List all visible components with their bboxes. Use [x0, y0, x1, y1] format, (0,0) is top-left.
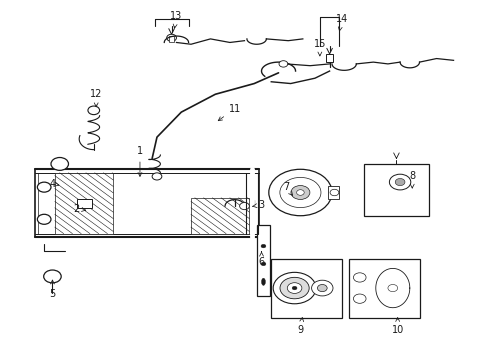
Circle shape — [152, 173, 162, 180]
Circle shape — [394, 179, 404, 186]
Text: 6: 6 — [258, 252, 264, 267]
Text: 4: 4 — [49, 179, 59, 189]
Circle shape — [279, 61, 287, 67]
Text: 5: 5 — [49, 280, 56, 299]
Bar — [325, 54, 333, 62]
Circle shape — [51, 157, 68, 170]
Circle shape — [37, 182, 51, 192]
Bar — [77, 199, 92, 207]
Circle shape — [291, 286, 296, 290]
Text: 1: 1 — [137, 147, 142, 176]
Text: 8: 8 — [408, 171, 414, 188]
Text: 15: 15 — [313, 39, 325, 56]
Bar — [348, 258, 419, 318]
Circle shape — [268, 169, 331, 216]
Text: 11: 11 — [218, 104, 241, 121]
Text: 2: 2 — [74, 203, 85, 213]
Circle shape — [296, 190, 304, 195]
Text: 12: 12 — [90, 89, 102, 107]
Circle shape — [353, 294, 366, 303]
Circle shape — [273, 273, 315, 304]
Circle shape — [311, 280, 332, 296]
Bar — [271, 258, 341, 318]
Circle shape — [261, 262, 265, 266]
Text: 3: 3 — [252, 200, 264, 210]
Text: 9: 9 — [297, 318, 303, 335]
Text: 14: 14 — [335, 14, 347, 31]
Bar — [327, 186, 338, 199]
Circle shape — [353, 273, 366, 282]
Circle shape — [317, 284, 326, 292]
Bar — [256, 225, 270, 296]
Text: 10: 10 — [391, 318, 403, 335]
Text: 13: 13 — [170, 11, 182, 28]
Circle shape — [290, 185, 309, 199]
Circle shape — [43, 270, 61, 283]
Circle shape — [280, 277, 308, 299]
Circle shape — [388, 174, 410, 190]
Circle shape — [279, 177, 320, 208]
Circle shape — [37, 214, 51, 224]
Circle shape — [387, 284, 397, 292]
Circle shape — [239, 203, 249, 210]
Bar — [191, 198, 249, 234]
Bar — [168, 36, 174, 42]
Circle shape — [166, 34, 176, 41]
Circle shape — [287, 283, 301, 293]
Text: 7: 7 — [282, 182, 292, 195]
Bar — [363, 164, 428, 216]
Circle shape — [261, 244, 265, 248]
Circle shape — [88, 106, 100, 114]
Bar — [55, 173, 113, 234]
Ellipse shape — [261, 278, 265, 285]
Circle shape — [329, 189, 338, 196]
